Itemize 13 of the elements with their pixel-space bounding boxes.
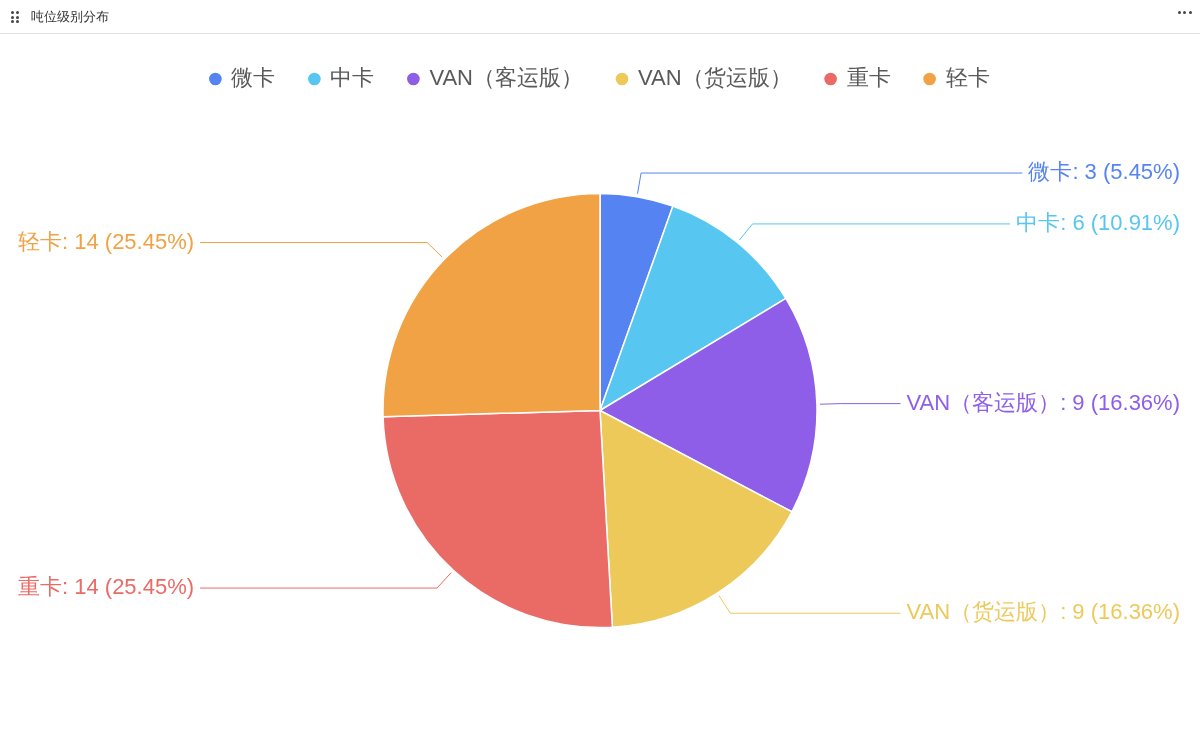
legend-label: VAN（客运版）	[429, 65, 584, 91]
legend-label: 中卡	[330, 65, 375, 91]
legend-label: 轻卡	[945, 65, 990, 91]
legend-label: 微卡	[231, 65, 276, 91]
data-label: VAN（客运版）: 9 (16.36%)	[906, 389, 1180, 415]
legend-label: 重卡	[846, 65, 891, 91]
data-label: 微卡: 3 (5.45%)	[1028, 159, 1180, 185]
data-label: 重卡: 14 (25.45%)	[18, 574, 195, 600]
legend-label: VAN（货运版）	[638, 65, 792, 91]
chart-title: 吨位级别分布	[31, 8, 109, 26]
data-label: VAN（货运版）: 9 (16.36%)	[906, 599, 1180, 625]
data-label: 中卡: 6 (10.91%)	[1016, 209, 1180, 235]
data-label: 轻卡: 14 (25.45%)	[18, 228, 195, 254]
